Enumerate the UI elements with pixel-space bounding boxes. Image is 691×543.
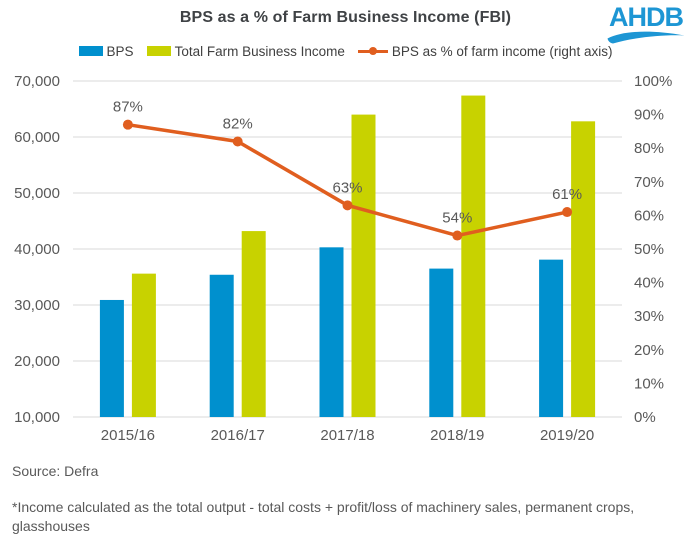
left-axis-tick: 40,000 bbox=[14, 241, 60, 258]
pct-label: 82% bbox=[223, 115, 253, 132]
right-axis-tick: 100% bbox=[634, 73, 672, 90]
left-axis-tick: 70,000 bbox=[14, 73, 60, 90]
fbi-swatch-icon bbox=[146, 46, 171, 56]
ahdb-wave-icon bbox=[607, 31, 685, 44]
x-axis-label: 2015/16 bbox=[101, 427, 155, 444]
right-axis-tick: 20% bbox=[634, 342, 664, 359]
legend-item-bps: BPS bbox=[78, 43, 134, 59]
left-axis-tick: 30,000 bbox=[14, 297, 60, 314]
right-axis-tick: 80% bbox=[634, 140, 664, 157]
right-axis-tick: 60% bbox=[634, 207, 664, 224]
bps-bar bbox=[99, 299, 124, 417]
left-axis-tick: 10,000 bbox=[14, 409, 60, 426]
left-axis-tick: 20,000 bbox=[14, 353, 60, 370]
pct-label: 87% bbox=[113, 99, 143, 116]
legend-item-pct: BPS as % of farm income (right axis) bbox=[357, 43, 613, 59]
ahdb-logo: AHDB bbox=[607, 4, 685, 44]
legend-label-pct: BPS as % of farm income (right axis) bbox=[391, 43, 613, 59]
bps-bar bbox=[209, 274, 234, 417]
legend-item-fbi: Total Farm Business Income bbox=[146, 43, 345, 59]
pct-line-marker-icon bbox=[357, 46, 388, 56]
fbi-bar bbox=[241, 231, 266, 417]
fbi-bar bbox=[131, 273, 156, 417]
right-axis-tick: 70% bbox=[634, 174, 664, 191]
fbi-bar bbox=[461, 95, 486, 417]
bps-bar bbox=[429, 268, 454, 417]
bps-bar bbox=[319, 247, 344, 417]
right-axis-tick: 50% bbox=[634, 241, 664, 258]
footer-source: Source: Defra bbox=[12, 463, 99, 479]
footer-note: *Income calculated as the total output -… bbox=[12, 499, 635, 534]
left-axis-tick: 50,000 bbox=[14, 185, 60, 202]
x-axis-label: 2016/17 bbox=[211, 427, 265, 444]
pct-point bbox=[232, 136, 243, 147]
x-axis-label: 2019/20 bbox=[540, 427, 594, 444]
combo-chart: 10,000 20,000 30,000 40,000 50,000 60,000 70,0… bbox=[14, 73, 672, 444]
chart-title: BPS as a % of Farm Business Income (FBI) bbox=[179, 9, 512, 26]
bps-bar bbox=[539, 259, 564, 417]
right-axis-tick: 40% bbox=[634, 275, 664, 292]
pct-point bbox=[342, 200, 353, 211]
ahdb-logo-text: AHDB bbox=[609, 2, 684, 32]
left-axis-tick: 60,000 bbox=[14, 129, 60, 146]
right-axis-tick: 30% bbox=[634, 308, 664, 325]
right-axis-tick: 10% bbox=[634, 375, 664, 392]
right-axis-tick: 0% bbox=[634, 409, 656, 426]
pct-label: 54% bbox=[442, 210, 472, 227]
pct-label: 63% bbox=[332, 179, 362, 196]
pct-point bbox=[562, 207, 573, 218]
legend-label-bps: BPS bbox=[106, 43, 134, 59]
legend-label-fbi: Total Farm Business Income bbox=[174, 43, 345, 59]
chart-area: 10,000 20,000 30,000 40,000 50,000 60,000 70,0… bbox=[0, 62, 691, 447]
bps-swatch-icon bbox=[78, 46, 103, 56]
pct-point bbox=[452, 230, 463, 241]
fbi-bar bbox=[571, 121, 596, 417]
fbi-bar bbox=[351, 114, 376, 417]
pct-label: 61% bbox=[552, 186, 582, 203]
footer: Source: Defra *Income calculated as the … bbox=[0, 463, 691, 536]
legend: BPS Total Farm Business Income BPS as % … bbox=[0, 40, 691, 62]
right-axis-tick: 90% bbox=[634, 107, 664, 124]
header: BPS as a % of Farm Business Income (FBI)… bbox=[0, 0, 691, 44]
x-axis-label: 2017/18 bbox=[320, 427, 374, 444]
pct-point bbox=[122, 119, 133, 130]
x-axis-label: 2018/19 bbox=[430, 427, 484, 444]
